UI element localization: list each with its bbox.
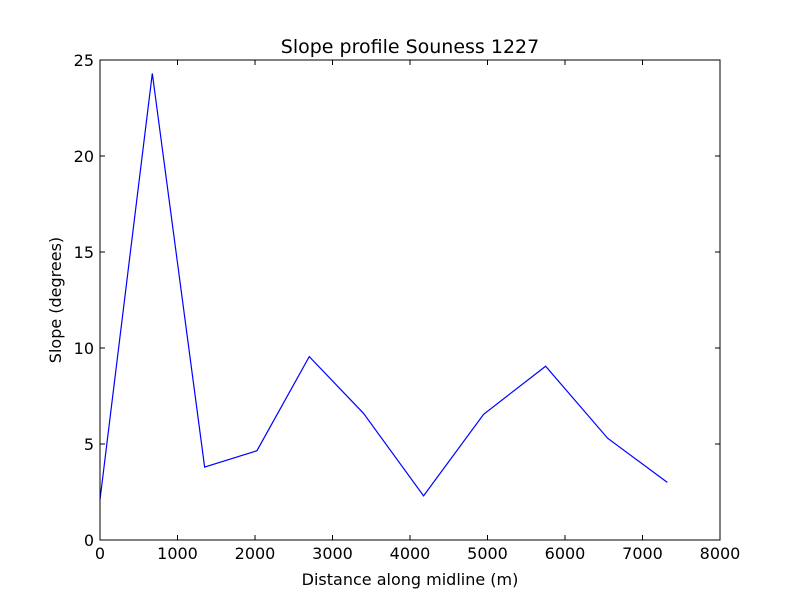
x-tick-label: 4000 [390, 544, 431, 563]
y-tick-label: 25 [74, 51, 94, 70]
x-tick-label: 2000 [235, 544, 276, 563]
x-tick-label: 7000 [622, 544, 663, 563]
chart-title: Slope profile Souness 1227 [281, 36, 539, 58]
tick-labels-group: 0 1000 2000 3000 4000 5000 6000 7000 8000 0 5 10 15 2… [74, 51, 741, 563]
series-group [99, 73, 668, 500]
y-tick-label: 10 [74, 339, 94, 358]
x-tick-label: 1000 [157, 544, 198, 563]
plot-frame [99, 59, 721, 541]
series-line [99, 73, 668, 500]
y-axis-title: Slope (degrees) [46, 237, 65, 363]
x-tick-label: 8000 [700, 544, 741, 563]
x-tick-label: 6000 [545, 544, 586, 563]
x-tick-label: 3000 [312, 544, 353, 563]
x-tick-label: 0 [95, 544, 105, 563]
y-tick-label: 5 [84, 435, 94, 454]
plot-area [100, 60, 720, 540]
y-tick-label: 0 [84, 531, 94, 550]
y-tick-label: 15 [74, 243, 94, 262]
x-tick-label: 5000 [467, 544, 508, 563]
x-axis-title: Distance along midline (m) [302, 570, 519, 589]
y-tick-label: 20 [74, 147, 94, 166]
